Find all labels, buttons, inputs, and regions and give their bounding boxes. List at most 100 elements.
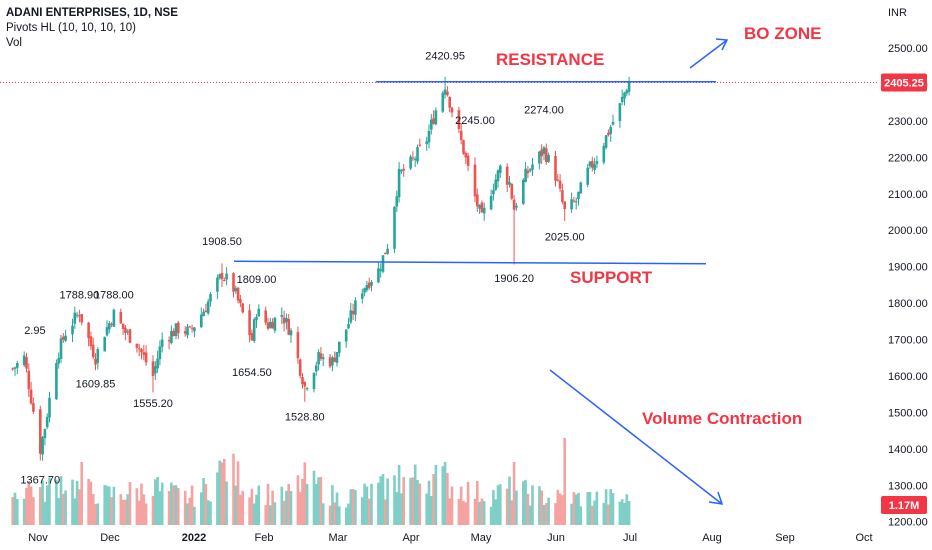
- candle-body: [124, 327, 127, 333]
- candle-body: [411, 157, 415, 159]
- price-tick-label: 1800.00: [888, 298, 928, 310]
- volume-bar: [522, 481, 525, 525]
- price-tick-label: 2100.00: [888, 189, 928, 201]
- candle-body: [457, 110, 461, 130]
- candle-body: [448, 97, 451, 108]
- candle-body: [561, 190, 564, 202]
- volume-bar: [381, 474, 385, 525]
- volume-bar: [370, 483, 373, 525]
- volume-bar: [335, 492, 339, 525]
- volume-bar: [540, 490, 543, 525]
- volume-bar: [177, 487, 180, 525]
- candle-body: [188, 326, 192, 328]
- candle-body: [545, 148, 548, 163]
- pivot-label: 1788.90: [60, 290, 100, 302]
- chart-legend: ADANI ENTERPRISES, 1D, NSE Pivots HL (10…: [6, 6, 178, 51]
- volume-bar: [119, 494, 123, 525]
- volume-bar: [91, 494, 95, 525]
- breakout-arrow-head: [715, 38, 729, 51]
- volume-bar: [89, 481, 93, 525]
- candle-body: [167, 340, 171, 342]
- candle-body: [48, 397, 51, 418]
- candle-body: [266, 322, 270, 329]
- volume-bar: [604, 489, 608, 525]
- candle-body: [172, 330, 175, 337]
- candle-body: [462, 140, 465, 154]
- volume-bar: [105, 485, 109, 525]
- candle-body: [528, 169, 532, 171]
- volume-bar: [13, 492, 17, 525]
- candle-body: [264, 310, 267, 323]
- candle-body: [397, 168, 401, 198]
- candle-body: [59, 338, 63, 359]
- volume-bar: [135, 488, 139, 525]
- candle-body: [11, 368, 14, 370]
- indicator-label[interactable]: Pivots HL (10, 10, 10, 10): [6, 22, 136, 34]
- volume-bar: [25, 487, 28, 525]
- candle-body: [588, 161, 592, 167]
- symbol-title[interactable]: ADANI ENTERPRISES, 1D, NSE: [6, 7, 178, 19]
- volume-bar: [73, 498, 77, 525]
- candle-body: [381, 255, 385, 272]
- volume-bar: [489, 506, 493, 525]
- candle-body: [250, 333, 254, 341]
- pivot-label: 1809.00: [237, 274, 277, 286]
- pivot-label: 1908.50: [202, 236, 242, 248]
- candle-body: [466, 155, 470, 166]
- candle-body: [280, 314, 284, 317]
- volume-bar: [312, 470, 316, 525]
- time-tick-label: Apr: [402, 532, 419, 544]
- candle-body: [489, 195, 493, 210]
- candle-body: [193, 327, 196, 332]
- price-tick-label: 1200.00: [888, 517, 928, 529]
- candle-body: [91, 344, 95, 358]
- candle-body: [604, 135, 608, 148]
- volume-bar: [476, 480, 479, 525]
- volume-contraction-label: Volume Contraction: [642, 409, 802, 428]
- volume-label[interactable]: Vol: [6, 37, 22, 49]
- volume-bar: [48, 477, 51, 525]
- pivot-label: 2274.00: [524, 105, 564, 117]
- candle-body: [574, 201, 578, 203]
- candle-body: [351, 310, 355, 315]
- candle-body: [425, 141, 428, 145]
- candle-body: [370, 281, 373, 286]
- candle-body: [526, 170, 530, 174]
- candle-body: [554, 155, 557, 181]
- candle-body: [41, 437, 44, 455]
- candle-body: [110, 323, 113, 325]
- volume-bar: [167, 491, 171, 525]
- candle-body: [158, 346, 162, 360]
- candle-body: [271, 321, 274, 329]
- candle-body: [393, 206, 396, 249]
- candle-body: [27, 370, 31, 390]
- volume-bar: [413, 464, 417, 525]
- time-tick-label: Feb: [255, 532, 274, 544]
- volume-bar: [255, 494, 258, 525]
- candle-body: [121, 323, 125, 329]
- volume-bar: [609, 489, 612, 525]
- candle-body: [186, 326, 189, 336]
- volume-bar: [450, 486, 454, 525]
- price-axis-currency: INR: [888, 7, 907, 19]
- volume-bar: [333, 502, 336, 525]
- candle-body: [522, 179, 525, 204]
- candle-body: [395, 196, 399, 207]
- candle-body: [402, 168, 405, 171]
- candle-body: [103, 337, 106, 352]
- volume-bar: [572, 492, 576, 525]
- volume-bar: [545, 503, 548, 525]
- volume-bar: [126, 494, 129, 525]
- pivot-label: 1788.00: [94, 290, 134, 302]
- volume-bar: [266, 483, 270, 525]
- candle-body: [611, 121, 615, 125]
- candle-body: [112, 309, 116, 327]
- candle-body: [25, 357, 28, 369]
- candle-body: [255, 316, 258, 321]
- candle-body: [430, 119, 433, 130]
- candle-body: [492, 190, 495, 195]
- volume-bar: [528, 505, 532, 525]
- volume-bar: [338, 506, 341, 525]
- volume-bar: [627, 500, 631, 525]
